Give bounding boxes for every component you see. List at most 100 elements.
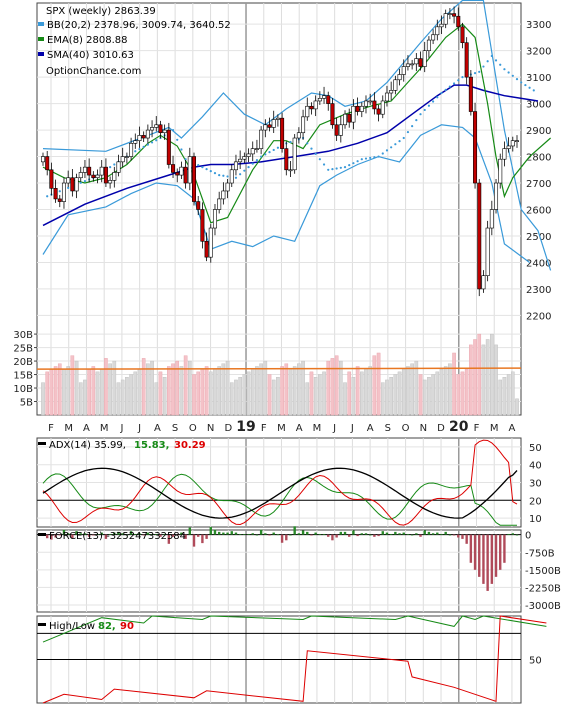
candle-body	[334, 124, 339, 136]
volume-bar	[456, 374, 461, 416]
candle-body	[99, 166, 104, 176]
force-bar	[50, 534, 53, 540]
volume-bar	[125, 377, 129, 416]
volume-bar	[452, 352, 456, 416]
candle-body	[225, 182, 230, 192]
price-tick-label: 3300	[526, 20, 551, 31]
candle-body	[389, 90, 394, 94]
volume-bar	[330, 358, 335, 416]
candle-body	[439, 23, 444, 28]
force-bar	[444, 531, 447, 535]
volume-bar	[410, 363, 414, 416]
force-bar	[184, 534, 187, 539]
month-tick-label: F	[261, 423, 267, 434]
volume-bar	[259, 363, 263, 416]
force-bar	[448, 534, 452, 536]
sar-dot	[197, 164, 200, 167]
force-panel: 0 -750B -1500B -2250B -3000B	[36, 526, 561, 613]
volume-tick-label: 30B	[13, 330, 33, 341]
month-tick-label: M	[490, 423, 499, 434]
force-bar	[155, 533, 158, 535]
force-bar	[427, 531, 431, 535]
candle-body	[368, 100, 373, 103]
candle-body	[271, 119, 276, 128]
sar-dot	[398, 140, 401, 143]
force-bar	[276, 534, 280, 536]
force-bar	[150, 533, 154, 535]
candle-body	[208, 227, 213, 258]
volume-bar	[313, 377, 318, 416]
sar-dot	[528, 86, 531, 89]
force-bar	[209, 526, 212, 535]
sar-dot	[113, 163, 116, 166]
candle-body	[112, 172, 117, 181]
force-bar	[197, 534, 200, 537]
volume-bar	[422, 379, 427, 416]
volume-bar	[498, 379, 503, 416]
candle-body	[468, 76, 473, 112]
volume-bar	[427, 377, 431, 416]
force-bar	[410, 534, 414, 536]
volume-bar	[200, 368, 205, 416]
highlow-tick-label: 50	[529, 656, 542, 667]
candle-body	[502, 148, 507, 160]
force-bar	[222, 532, 225, 535]
volume-bar	[99, 368, 104, 416]
sar-dot	[394, 143, 397, 146]
candle-body	[66, 177, 71, 184]
force-bar	[125, 534, 129, 536]
volume-bar	[469, 344, 473, 416]
force-bar	[461, 534, 464, 539]
sar-dot	[150, 141, 154, 144]
candle-body	[196, 201, 201, 210]
candle-body	[242, 156, 247, 160]
volume-bar	[292, 366, 297, 416]
volume-bar	[376, 352, 381, 416]
candle-body	[200, 209, 205, 242]
candle-body	[481, 275, 486, 290]
volume-bar	[95, 371, 100, 416]
candle-body	[376, 108, 381, 115]
force-bar	[188, 527, 192, 535]
force-bar	[134, 533, 137, 535]
candle-body	[313, 100, 318, 110]
force-bar	[268, 534, 271, 536]
adx-tick-label: 20	[529, 496, 542, 507]
force-bar	[310, 534, 313, 536]
sar-dot	[503, 68, 506, 71]
candle-body	[158, 124, 163, 134]
volume-bar	[57, 363, 62, 416]
sar-dot	[83, 180, 87, 183]
candle-body	[359, 105, 364, 112]
force-bar	[62, 529, 66, 535]
force-bar	[515, 534, 519, 536]
sar-dot	[369, 156, 372, 159]
month-tick-label: A	[154, 423, 161, 434]
force-bar	[117, 531, 120, 535]
month-tick-label: S	[172, 423, 178, 434]
sar-dot	[524, 83, 527, 87]
force-bar	[431, 533, 435, 535]
sar-dot	[180, 148, 183, 151]
candle-body	[473, 111, 478, 184]
candle-body	[418, 58, 423, 67]
force-bar	[217, 531, 221, 535]
price-tick-label: 2600	[526, 206, 551, 217]
sar-dot	[331, 168, 334, 171]
force-bar	[343, 531, 347, 535]
sar-dot	[373, 156, 376, 159]
volume-bar	[418, 374, 423, 416]
candle-body	[78, 172, 83, 179]
force-bar	[486, 534, 489, 591]
force-bar	[415, 533, 418, 535]
price-tick-label: 2300	[526, 285, 551, 296]
adx-line	[42, 467, 518, 519]
volume-bar	[183, 355, 188, 416]
candle-body	[187, 156, 192, 184]
force-bar	[352, 530, 355, 535]
volume-bar	[372, 355, 377, 416]
volume-bar	[280, 366, 284, 416]
candle-body	[129, 143, 134, 157]
volume-bar	[393, 374, 398, 416]
sar-dot	[260, 155, 263, 158]
